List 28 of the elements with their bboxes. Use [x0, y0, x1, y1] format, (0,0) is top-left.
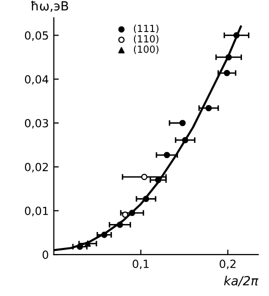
- point: [116, 222, 124, 228]
- point: [182, 136, 188, 144]
- x-axis-title: ka/2π: [224, 276, 258, 286]
- x-tick-label: 0,2: [220, 260, 236, 270]
- y-tick-label: 0,05: [24, 31, 48, 41]
- point: [226, 54, 232, 60]
- point: [179, 120, 186, 126]
- point: [142, 196, 150, 202]
- y-tick-label: 0,01: [24, 206, 48, 216]
- point: [141, 174, 148, 180]
- legend-label: (110): [134, 34, 158, 44]
- legend-label: (100): [134, 45, 158, 54]
- y-axis-title: ħω,эВ: [31, 0, 68, 12]
- x-tick-label: 0,1: [132, 260, 149, 270]
- point: [155, 176, 162, 184]
- point: [164, 152, 170, 158]
- y-tick-label: 0,03: [24, 118, 48, 129]
- point: [76, 244, 84, 250]
- point: [224, 70, 230, 76]
- point: [101, 232, 108, 238]
- point: [206, 104, 212, 112]
- legend-label: (111): [134, 24, 158, 34]
- y-tick-label: 0: [42, 250, 48, 259]
- point: [233, 32, 240, 38]
- point: [84, 240, 91, 247]
- y-tick-label: 0,04: [24, 75, 48, 85]
- point: [128, 210, 136, 216]
- y-tick-label: 0,02: [24, 162, 48, 172]
